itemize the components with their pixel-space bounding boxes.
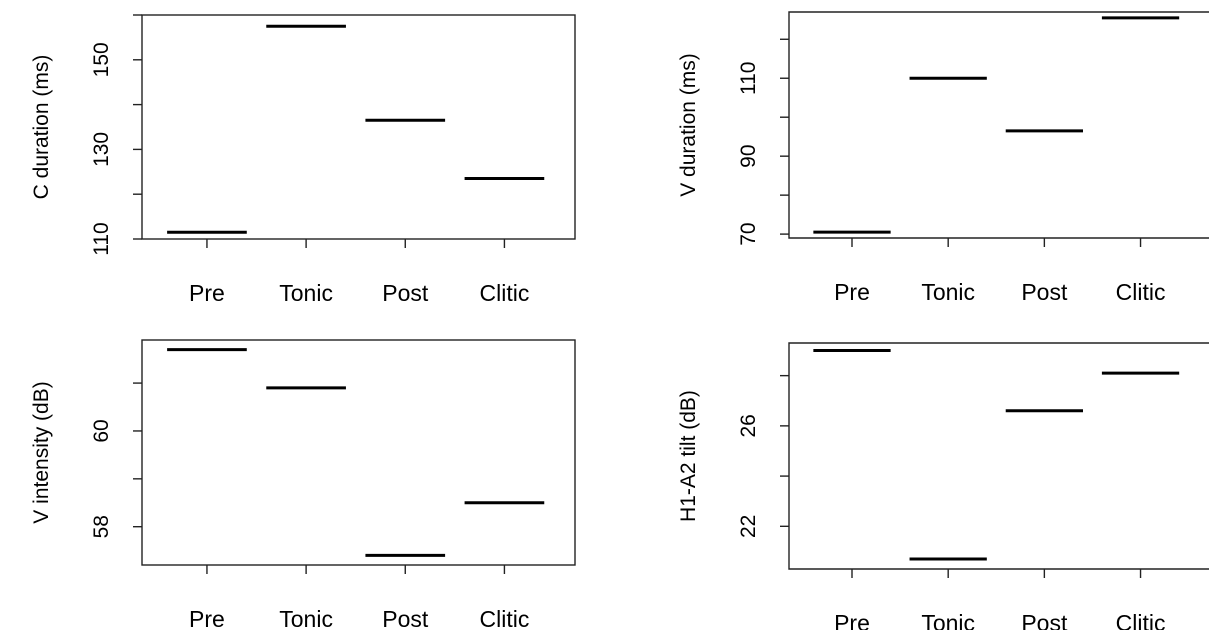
x-tick-label-clitic: Clitic [1116,279,1166,305]
y-tick-label: 58 [90,515,113,538]
y-axis-label: H1-A2 tilt (dB) [677,390,700,522]
v-intensity-panel: 58 60 V intensity (dB) Pre Tonic Post Clitic [30,339,576,630]
x-tick-label-tonic: Tonic [921,610,975,630]
y-axis-label: C duration (ms) [30,55,53,200]
x-tick-label-tonic: Tonic [921,279,975,305]
y-tick-label: 60 [90,419,113,442]
x-tick-label-clitic: Clitic [479,606,529,630]
v-duration-panel: 70 90 110 V duration (ms) Pre Tonic Post Clitic [677,11,1209,305]
y-tick-label: 150 [90,42,113,77]
y-axis-label: V duration (ms) [677,53,700,197]
x-tick-label-clitic: Clitic [479,280,529,306]
y-tick-label: 110 [737,61,760,94]
x-tick-label-pre: Pre [189,606,225,630]
x-tick-label-pre: Pre [189,280,225,306]
x-tick-label-tonic: Tonic [279,280,333,306]
x-tick-label-pre: Pre [834,610,870,630]
y-tick-label: 70 [737,222,760,245]
x-tick-label-post: Post [1021,279,1068,305]
plot-frame [141,14,576,240]
x-tick-label-pre: Pre [834,279,870,305]
x-tick-label-clitic: Clitic [1116,610,1166,630]
tilt-panel: 22 26 H1-A2 tilt (dB) Pre Tonic Post Clitic [677,342,1209,630]
y-tick-label: 22 [737,515,760,538]
x-tick-label-post: Post [382,606,429,630]
y-tick-label: 90 [737,144,760,167]
plot-frame [141,339,576,566]
y-tick-label: 110 [90,222,113,255]
x-tick-label-post: Post [1021,610,1068,630]
x-tick-label-post: Post [382,280,429,306]
x-tick-label-tonic: Tonic [279,606,333,630]
c-duration-panel: 110 130 150 C duration (ms) Pre Tonic Post Clit… [30,14,576,306]
plot-frame [788,11,1209,239]
y-tick-label: 26 [737,414,760,437]
plot-frame [788,342,1209,570]
y-tick-label: 130 [90,132,113,167]
y-axis-label: V intensity (dB) [30,381,53,523]
